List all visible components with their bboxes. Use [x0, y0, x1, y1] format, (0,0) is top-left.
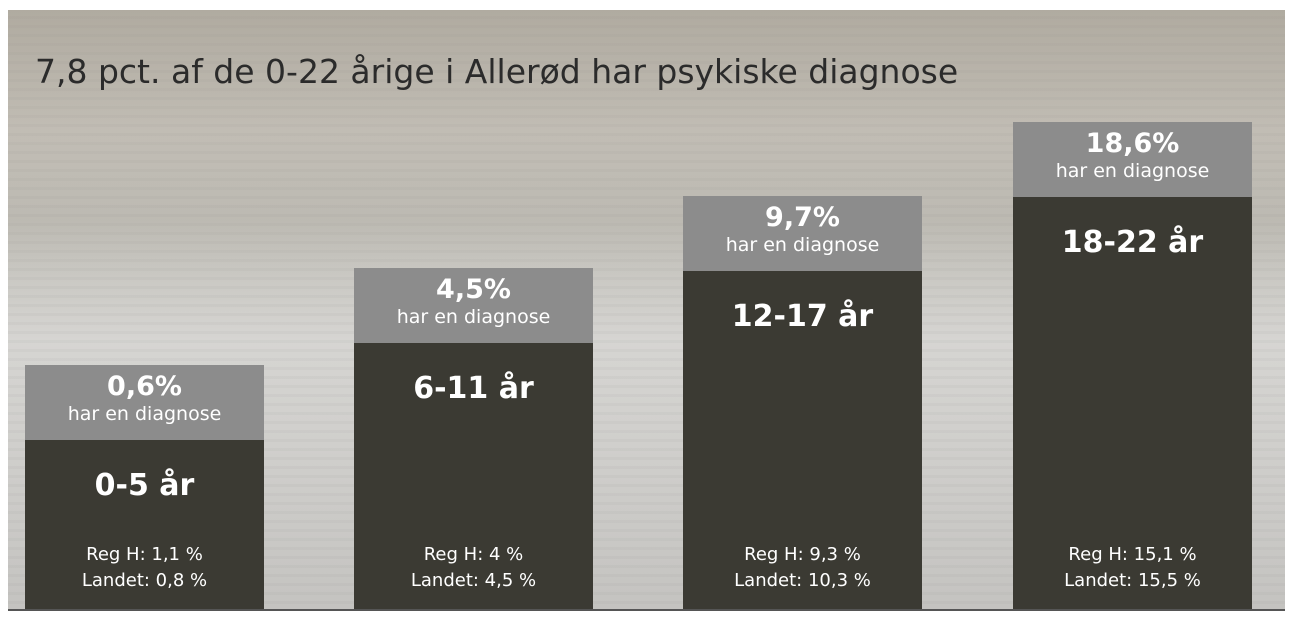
age-label: 12-17 år: [731, 299, 874, 334]
share-caption: har en diagnose: [1055, 160, 1210, 182]
country-stat: Landet: 15,5 %: [1064, 570, 1201, 591]
country-stat: Landet: 10,3 %: [734, 570, 871, 591]
column-header: 0,6% har en diagnose: [25, 365, 264, 440]
column-header: 4,5% har en diagnose: [354, 268, 593, 343]
region-stat: Reg H: 4 %: [423, 544, 524, 565]
age-column: 4,5% har en diagnose 6-11 år Reg H: 4 % Land…: [354, 268, 593, 610]
column-header: 9,7% har en diagnose: [683, 196, 922, 271]
share-label: 4,5%: [436, 274, 511, 305]
comparison: Reg H: 15,1 % Landet: 15,5 %: [1013, 542, 1252, 594]
column-header: 18,6% har en diagnose: [1013, 122, 1252, 197]
slide: 7,8 pct. af de 0-22 årige i Allerød har …: [8, 10, 1285, 610]
age-column: 0,6% har en diagnose 0-5 år Reg H: 1,1 % Lan…: [25, 365, 264, 610]
column-body: 12-17 år Reg H: 9,3 % Landet: 10,3 %: [683, 271, 922, 610]
share-caption: har en diagnose: [396, 306, 551, 328]
country-stat: Landet: 0,8 %: [81, 570, 208, 591]
share-label: 18,6%: [1085, 128, 1180, 159]
title: 7,8 pct. af de 0-22 årige i Allerød har …: [35, 52, 959, 91]
share-caption: har en diagnose: [725, 234, 880, 256]
column-body: 18-22 år Reg H: 15,1 % Landet: 15,5 %: [1013, 197, 1252, 610]
column-body: 6-11 år Reg H: 4 % Landet: 4,5 %: [354, 343, 593, 610]
region-stat: Reg H: 1,1 %: [86, 544, 203, 565]
share-label: 0,6%: [107, 371, 182, 402]
country-stat: Landet: 4,5 %: [410, 570, 537, 591]
age-label: 0-5 år: [94, 468, 195, 503]
age-label: 6-11 år: [413, 371, 534, 406]
age-column: 18,6% har en diagnose 18-22 år Reg H: 15,1 …: [1013, 122, 1252, 610]
baseline: [8, 609, 1285, 611]
region-stat: Reg H: 9,3 %: [744, 544, 861, 565]
column-body: 0-5 år Reg H: 1,1 % Landet: 0,8 %: [25, 440, 264, 610]
share-label: 9,7%: [765, 202, 840, 233]
comparison: Reg H: 9,3 % Landet: 10,3 %: [683, 542, 922, 594]
share-caption: har en diagnose: [67, 403, 222, 425]
comparison: Reg H: 1,1 % Landet: 0,8 %: [25, 542, 264, 594]
age-column: 9,7% har en diagnose 12-17 år Reg H: 9,3 % L…: [683, 196, 922, 610]
comparison: Reg H: 4 % Landet: 4,5 %: [354, 542, 593, 594]
region-stat: Reg H: 15,1 %: [1068, 544, 1197, 565]
age-label: 18-22 år: [1061, 225, 1204, 260]
